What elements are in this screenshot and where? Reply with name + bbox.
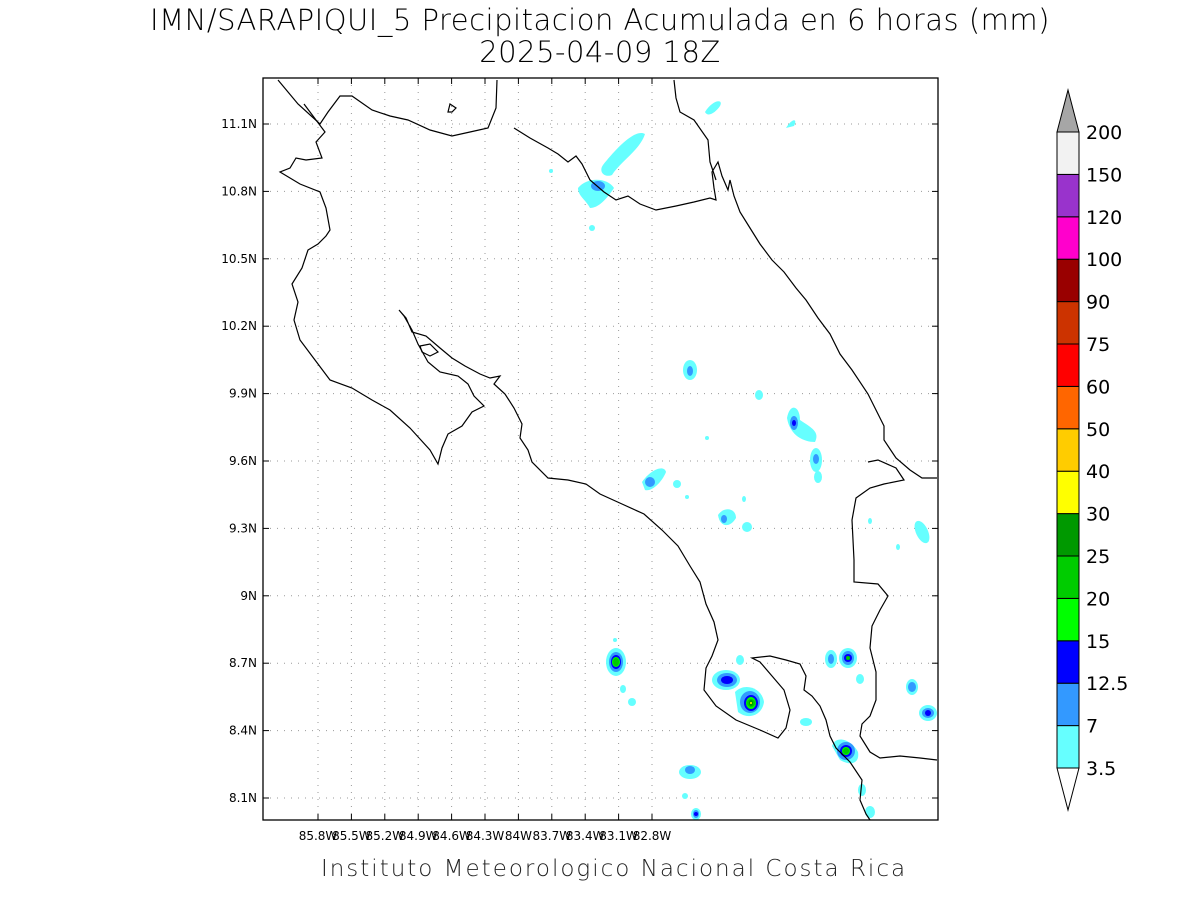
- footer-credit: Instituto Meteorologico Nacional Costa R…: [320, 856, 908, 882]
- lon-tick-label: 85.2W: [366, 829, 405, 843]
- colorbar-label: 7: [1086, 716, 1098, 738]
- lat-tick-label: 9N: [240, 589, 257, 603]
- lon-tick-label: 84.9W: [399, 829, 438, 843]
- map-subtitle: 2025-04-09 18Z: [479, 35, 721, 69]
- map-title: IMN/SARAPIQUI_5 Precipitacion Acumulada …: [150, 3, 1050, 37]
- colorbar-label: 40: [1086, 461, 1110, 483]
- colorbar-label: 120: [1086, 207, 1122, 229]
- lon-tick-label: 84.3W: [466, 829, 505, 843]
- colorbar-label: 12.5: [1086, 673, 1128, 695]
- colorbar-swatch: [1056, 597, 1080, 642]
- lon-tick-label: 85.8W: [299, 829, 338, 843]
- lon-tick-label: 85.5W: [332, 829, 371, 843]
- colorbar-label: 30: [1086, 504, 1110, 526]
- lon-tick-label: 83.4W: [566, 829, 605, 843]
- colorbar-swatch: [1056, 301, 1080, 345]
- colorbar-label: 100: [1086, 249, 1122, 271]
- lon-tick-label: 84W: [505, 829, 532, 843]
- colorbar-swatch: [1056, 470, 1080, 515]
- lat-tick-label: 8.4N: [229, 724, 257, 738]
- lon-tick-label: 83.7W: [533, 829, 572, 843]
- lat-tick-label: 10.2N: [221, 319, 257, 333]
- colorbar-swatch: [1056, 343, 1080, 387]
- colorbar-swatch: [1056, 428, 1080, 472]
- lat-tick-label: 10.8N: [221, 184, 257, 198]
- precipitation-shading: [549, 101, 937, 820]
- colorbar-over-triangle: [1056, 88, 1080, 133]
- colorbar-swatch: [1056, 725, 1080, 769]
- colorbar-label: 20: [1086, 588, 1110, 610]
- colorbar-label: 90: [1086, 292, 1110, 314]
- lat-tick-label: 8.1N: [229, 791, 257, 805]
- lat-tick-label: 9.6N: [229, 454, 257, 468]
- colorbar-label: 150: [1086, 164, 1122, 186]
- colorbar-swatch: [1056, 513, 1080, 557]
- map-frame: [262, 77, 939, 821]
- precipitation-colorbar: 3.5 7 12.5 15 20 25 30 40 50 60 75 90 100 120 150 200: [1056, 88, 1128, 812]
- colorbar-swatch: [1056, 640, 1080, 684]
- colorbar-swatch: [1056, 131, 1080, 175]
- colorbar-label: 60: [1086, 376, 1110, 398]
- lat-tick-label: 11.1N: [221, 117, 257, 131]
- colorbar-swatch: [1056, 173, 1080, 218]
- colorbar-swatch: [1056, 682, 1080, 727]
- colorbar-swatch: [1056, 385, 1080, 430]
- colorbar-swatch: [1056, 258, 1080, 303]
- colorbar-swatch: [1056, 216, 1080, 260]
- colorbar-label: 75: [1086, 334, 1110, 356]
- colorbar-swatch: [1056, 555, 1080, 599]
- lon-tick-label: 82.8W: [633, 829, 672, 843]
- lon-tick-label: 83.1W: [599, 829, 638, 843]
- colorbar-label: 3.5: [1086, 758, 1116, 780]
- map-gridlines: [263, 78, 938, 820]
- colorbar-label: 50: [1086, 419, 1110, 441]
- colorbar-label: 200: [1086, 122, 1122, 144]
- lat-tick-label: 9.9N: [229, 387, 257, 401]
- colorbar-label: 25: [1086, 546, 1110, 568]
- lat-tick-label: 9.3N: [229, 521, 257, 535]
- lon-tick-label: 84.6W: [432, 829, 471, 843]
- colorbar-under-triangle: [1056, 767, 1080, 812]
- lat-tick-label: 10.5N: [221, 252, 257, 266]
- coastline-boundaries: [277, 79, 938, 820]
- lat-tick-label: 8.7N: [229, 656, 257, 670]
- colorbar-label: 15: [1086, 631, 1110, 653]
